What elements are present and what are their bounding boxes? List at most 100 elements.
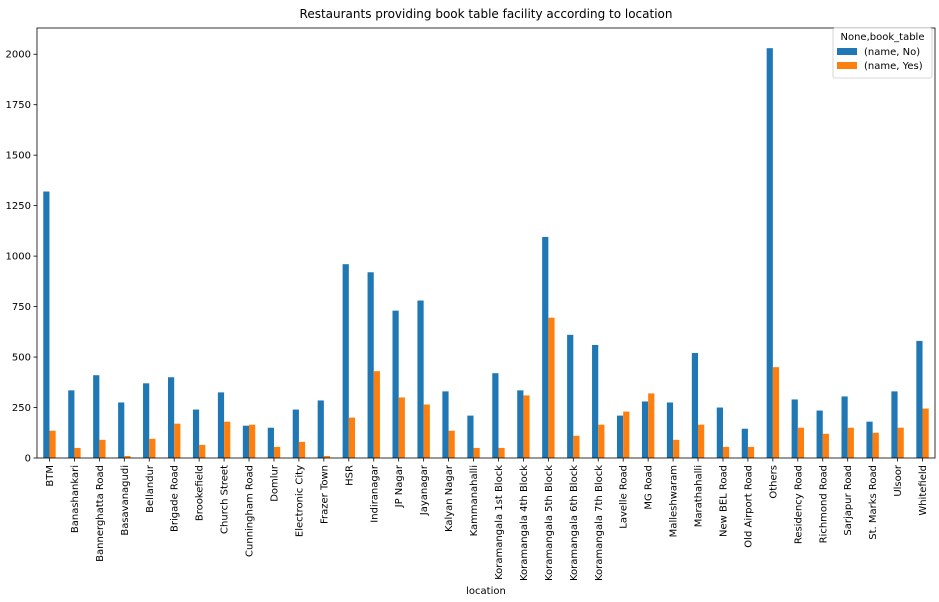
bar-yes-5 bbox=[174, 423, 181, 458]
x-tick-label: Basavanagudi bbox=[120, 465, 131, 536]
x-tick-label: Old Airport Road bbox=[743, 465, 754, 548]
bar-no-2 bbox=[93, 375, 100, 458]
bar-no-30 bbox=[791, 399, 798, 458]
bar-yes-32 bbox=[847, 427, 854, 458]
bar-no-14 bbox=[392, 310, 399, 458]
bar-yes-10 bbox=[298, 441, 306, 458]
legend-swatch-no bbox=[837, 48, 857, 55]
x-axis-label: location bbox=[466, 586, 506, 597]
bar-no-11 bbox=[317, 400, 324, 458]
bar-no-6 bbox=[192, 409, 200, 458]
y-tick-label: 500 bbox=[12, 353, 31, 364]
x-tick-label: Kammanahalli bbox=[469, 465, 480, 536]
x-tick-label: Whitefield bbox=[918, 465, 929, 516]
x-tick-label: Koramangala 4th Block bbox=[519, 465, 530, 581]
y-tick-label: 2000 bbox=[6, 50, 31, 61]
bar-no-4 bbox=[143, 383, 150, 458]
x-tick-label: Cunningham Road bbox=[245, 465, 256, 557]
legend-label-no: (name, No) bbox=[864, 47, 920, 58]
bar-yes-0 bbox=[49, 430, 56, 458]
bar-yes-13 bbox=[373, 371, 380, 458]
x-tick-label: Bannerghatta Road bbox=[95, 465, 106, 562]
x-tick-label: Koramangala 7th Block bbox=[594, 465, 605, 581]
legend-swatch-yes bbox=[837, 62, 857, 69]
bar-no-17 bbox=[467, 415, 474, 458]
x-tick-label: Sarjapur Road bbox=[843, 465, 854, 536]
bar-yes-15 bbox=[423, 404, 430, 458]
x-tick-label: Koramangala 1st Block bbox=[494, 465, 505, 580]
bar-yes-7 bbox=[224, 421, 231, 458]
bar-no-24 bbox=[641, 401, 649, 458]
x-tick-label: MG Road bbox=[644, 465, 655, 510]
legend: None,book_table (name, No) (name, Yes) bbox=[832, 27, 933, 79]
x-tick-label: New BEL Road bbox=[718, 465, 729, 537]
x-tick-label: Indiranagar bbox=[369, 464, 380, 523]
x-tick-label: Church Street bbox=[220, 465, 231, 534]
bar-yes-12 bbox=[348, 417, 356, 458]
bar-no-9 bbox=[267, 427, 274, 458]
bar-no-35 bbox=[916, 340, 923, 458]
bar-yes-18 bbox=[498, 447, 505, 458]
bar-yes-19 bbox=[523, 395, 530, 458]
bar-no-1 bbox=[68, 390, 75, 458]
bar-yes-17 bbox=[473, 447, 480, 458]
bar-no-22 bbox=[592, 344, 599, 458]
bar-no-21 bbox=[567, 334, 574, 458]
bar-yes-35 bbox=[922, 408, 929, 458]
bar-no-32 bbox=[841, 396, 848, 458]
bar-no-12 bbox=[342, 264, 349, 458]
plot-frame bbox=[36, 27, 936, 459]
bar-yes-21 bbox=[573, 435, 580, 458]
bar-yes-16 bbox=[448, 430, 455, 458]
x-tick-label: Ulsoor bbox=[893, 464, 904, 497]
x-tick-label: Marathahalli bbox=[694, 465, 705, 527]
bar-no-27 bbox=[716, 407, 723, 458]
bar-no-34 bbox=[891, 391, 898, 458]
bar-yes-2 bbox=[99, 439, 106, 458]
x-tick-label: Others bbox=[768, 465, 779, 499]
bar-yes-26 bbox=[698, 424, 705, 458]
bar-yes-6 bbox=[199, 444, 206, 458]
x-tick-label: HSR bbox=[344, 465, 355, 486]
bar-no-28 bbox=[741, 428, 748, 458]
x-tick-label: JP Nagar bbox=[394, 464, 405, 508]
bar-yes-34 bbox=[897, 427, 904, 458]
bar-yes-20 bbox=[548, 317, 555, 458]
y-tick-label: 1750 bbox=[6, 100, 31, 111]
bar-no-26 bbox=[691, 353, 699, 458]
bar-no-3 bbox=[118, 402, 125, 458]
x-tick-label: BTM bbox=[45, 465, 56, 487]
x-tick-label: Electronic City bbox=[294, 465, 305, 537]
y-tick-label: 1250 bbox=[6, 201, 31, 212]
bar-yes-27 bbox=[722, 446, 730, 458]
bar-no-29 bbox=[766, 48, 773, 458]
bar-no-23 bbox=[616, 415, 624, 458]
x-tick-label: Bellandur bbox=[145, 464, 156, 513]
bar-no-19 bbox=[517, 390, 524, 458]
legend-title: None,book_table bbox=[841, 32, 925, 43]
bar-yes-25 bbox=[673, 439, 680, 458]
bar-no-31 bbox=[816, 410, 823, 458]
bar-no-15 bbox=[417, 300, 424, 458]
bar-yes-3 bbox=[124, 455, 131, 458]
bar-no-16 bbox=[442, 391, 449, 458]
x-tick-label: Jayanagar bbox=[419, 464, 430, 516]
legend-box bbox=[832, 27, 933, 79]
bar-yes-23 bbox=[623, 411, 630, 458]
x-axis: BTM Banashankari Bannerghatta Road Basavana… bbox=[45, 458, 929, 581]
bar-no-10 bbox=[292, 409, 299, 458]
x-tick-label: Residency Road bbox=[793, 465, 804, 544]
x-tick-label: Kalyan Nagar bbox=[444, 464, 455, 532]
legend-entries: (name, No) (name, Yes) bbox=[837, 47, 923, 72]
bar-yes-22 bbox=[598, 424, 605, 458]
y-tick-label: 1000 bbox=[6, 252, 31, 263]
bar-no-0 bbox=[43, 191, 50, 458]
bar-yes-30 bbox=[797, 427, 805, 458]
x-tick-label: Frazer Town bbox=[319, 465, 330, 524]
x-tick-label: Brookefield bbox=[195, 465, 206, 521]
x-tick-label: Lavelle Road bbox=[619, 465, 630, 529]
x-tick-label: Koramangala 5th Block bbox=[544, 465, 555, 581]
x-tick-label: Richmond Road bbox=[818, 465, 829, 543]
bar-yes-24 bbox=[648, 393, 655, 458]
